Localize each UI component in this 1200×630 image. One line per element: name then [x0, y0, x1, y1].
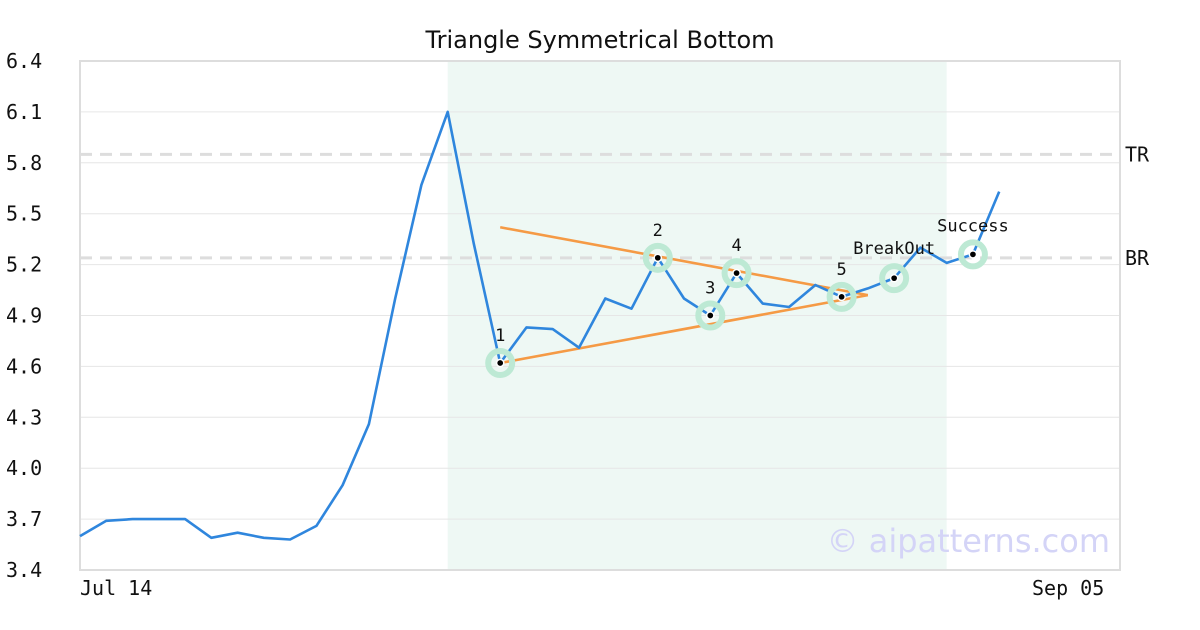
trendline — [499, 293, 869, 365]
y-tick-label: 5.2 — [6, 253, 42, 277]
y-tick-label: 5.5 — [6, 202, 42, 226]
price-line — [79, 110, 1001, 541]
marker-label: 1 — [495, 326, 505, 346]
marker-ring — [485, 348, 516, 379]
marker-ring — [957, 239, 988, 270]
marker-point — [732, 268, 741, 278]
y-axis-ticks: 6.4 6.1 5.8 5.5 5.2 4.9 4.6 4.3 4.0 3.7 3.4 — [6, 49, 42, 582]
marker-ring — [695, 300, 726, 331]
watermark: © aipatterns.com — [827, 522, 1110, 560]
marker-label: BreakOut — [853, 239, 935, 259]
marker-ring — [721, 258, 752, 289]
marker-ring — [879, 263, 910, 294]
marker-label: 5 — [836, 260, 846, 280]
y-tick-label: 4.6 — [6, 354, 42, 378]
y-tick-label: 3.7 — [6, 507, 42, 531]
marker-point — [653, 253, 663, 263]
level-label-tr: TR — [1125, 142, 1150, 166]
marker-label: 3 — [705, 279, 715, 299]
level-label-br: BR — [1125, 246, 1150, 270]
y-tick-label: 4.9 — [6, 304, 42, 328]
y-tick-label: 5.8 — [6, 151, 42, 175]
plot-frame — [79, 60, 1121, 571]
y-tick-label: 4.0 — [6, 456, 42, 480]
marker-ring — [826, 281, 857, 312]
marker-label: Success — [937, 216, 1009, 236]
chart-title: Triangle Symmetrical Bottom — [424, 26, 774, 54]
x-tick-label: Sep 05 — [1032, 576, 1104, 600]
level-lines: TR BR — [80, 142, 1150, 270]
y-tick-label: 3.4 — [6, 558, 42, 582]
x-axis-ticks: Jul 14 Sep 05 — [80, 576, 1104, 600]
marker-point — [495, 358, 505, 368]
trendlines — [499, 225, 869, 365]
x-tick-label: Jul 14 — [80, 576, 152, 600]
marker-point — [705, 311, 715, 320]
marker-label: 2 — [653, 221, 663, 241]
y-tick-label: 6.1 — [6, 100, 42, 124]
marker-point — [837, 292, 846, 302]
marker-ring — [642, 242, 673, 273]
y-tick-label: 6.4 — [6, 49, 42, 73]
trendline — [499, 225, 869, 297]
marker-label: 4 — [731, 236, 741, 256]
marker-point — [889, 273, 899, 283]
marker-point — [968, 250, 978, 259]
y-tick-label: 4.3 — [6, 405, 42, 429]
